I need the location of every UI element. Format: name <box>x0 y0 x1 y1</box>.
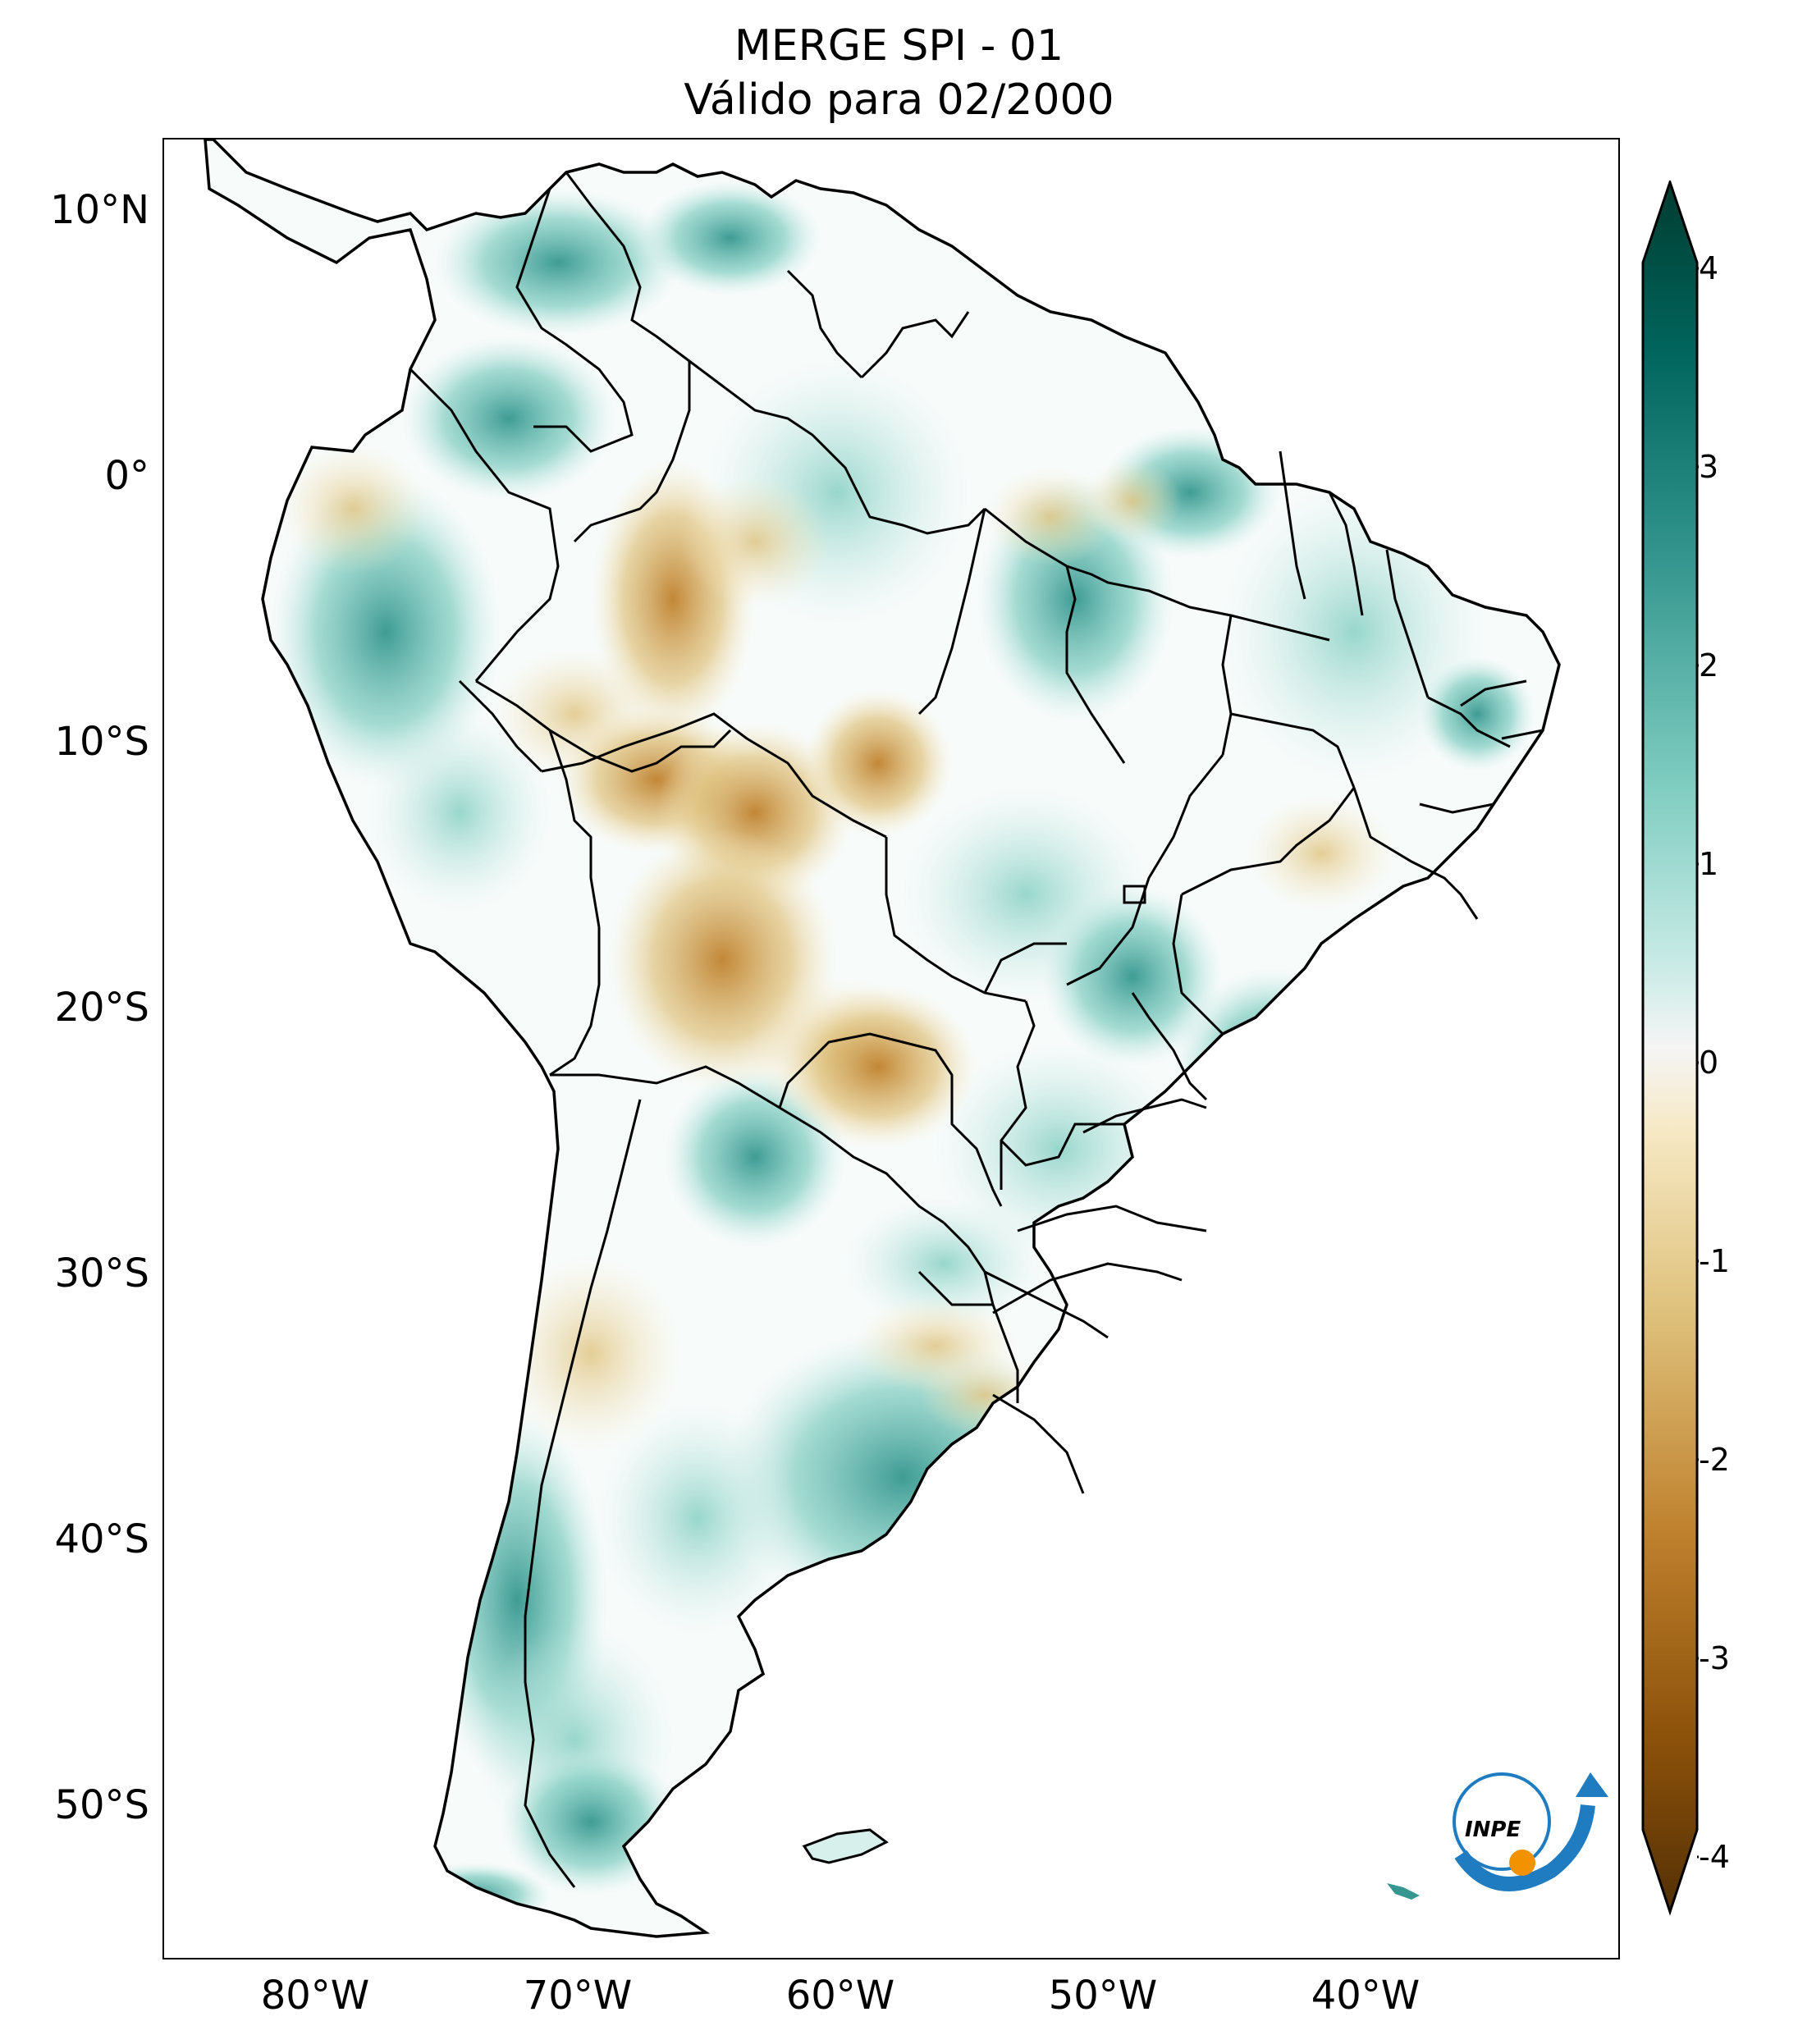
lat-label-10s: 10°S <box>54 719 149 765</box>
colorbar-tick-0: 0 <box>1699 1045 1719 1081</box>
logo-text: INPE <box>1465 1818 1521 1842</box>
colorbar-tick-minus1: -1 <box>1699 1243 1730 1279</box>
colorbar-tick-2: 2 <box>1699 647 1719 684</box>
spi-map: INPE <box>204 139 1608 1938</box>
lat-label-40s: 40°S <box>54 1516 149 1562</box>
lat-label-50s: 50°S <box>54 1782 149 1828</box>
colorbar-tick-3: 3 <box>1699 449 1719 485</box>
lon-label-50w: 50°W <box>1048 1973 1158 2019</box>
political-borders <box>409 171 1544 1888</box>
falkland-islands <box>802 1828 889 1864</box>
south-georgia <box>1387 1883 1420 1900</box>
inpe-logo: INPE <box>1453 1772 1608 1891</box>
colorbar-bar <box>1641 181 1699 1916</box>
colorbar-tick-minus4: -4 <box>1699 1839 1730 1875</box>
spi-field <box>271 181 1535 1928</box>
lat-label-30s: 30°S <box>54 1251 149 1296</box>
lon-label-40w: 40°W <box>1311 1973 1421 2019</box>
lat-label-20s: 20°S <box>54 985 149 1031</box>
map-subtitle: Válido para 02/2000 <box>684 75 1114 125</box>
lon-label-70w: 70°W <box>523 1973 633 2019</box>
lon-label-60w: 60°W <box>785 1973 895 2019</box>
map-panel: INPE <box>162 138 1620 1959</box>
colorbar-tick-minus2: -2 <box>1699 1442 1730 1478</box>
logo-sun-icon <box>1509 1850 1535 1876</box>
colorbar-tick-1: 1 <box>1699 846 1719 882</box>
colorbar <box>1641 181 1699 1916</box>
colorbar-tick-4: 4 <box>1699 250 1719 286</box>
lat-label-0: 0° <box>104 453 149 499</box>
lon-label-80w: 80°W <box>260 1973 370 2019</box>
lat-label-10n: 10°N <box>50 187 149 233</box>
map-title: MERGE SPI - 01 <box>734 21 1064 71</box>
colorbar-tick-minus3: -3 <box>1699 1640 1730 1676</box>
